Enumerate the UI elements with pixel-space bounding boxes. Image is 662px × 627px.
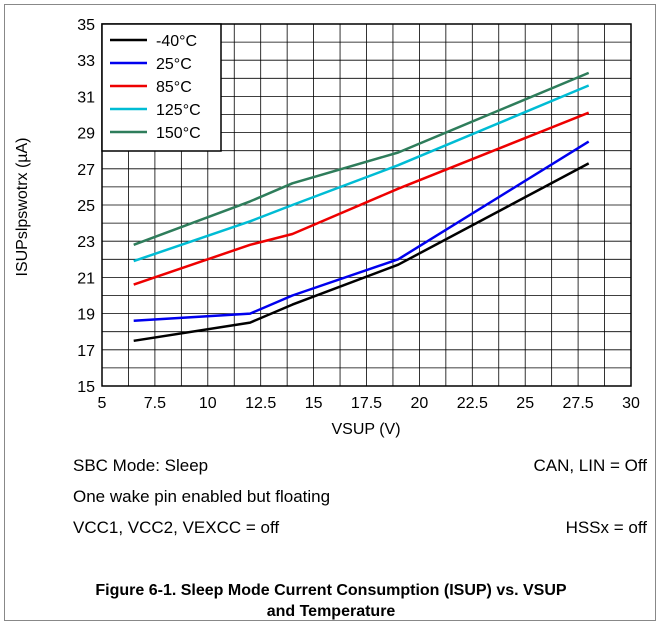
caption-line-1: Figure 6-1. Sleep Mode Current Consumpti… [95,582,567,599]
plot-border [101,23,632,387]
y-tick-label: 17 [77,343,95,360]
legend-box [101,23,222,152]
legend-label: 125°C [156,102,201,119]
x-tick-label: 10 [199,395,217,412]
note-mode: SBC Mode: Sleep [73,456,209,475]
legend-label: -40°C [156,33,197,50]
x-tick-label: 17.5 [351,395,382,412]
series-line [133,162,590,343]
note-wake-pin: One wake pin enabled but floating [73,487,331,506]
x-tick-label: 7.5 [144,395,166,412]
note-hssx: HSSx = off [565,518,647,537]
x-tick-label: 22.5 [457,395,488,412]
legend-label: 150°C [156,125,201,142]
tick-labels: 5 7.5 10 12.5 15 17.5 20 22.5 25 27.5 30 15 17 19 21 23… [77,17,640,412]
x-tick-label: 27.5 [563,395,594,412]
y-axis-label: ISUPslpswotrx (µA) [14,137,31,276]
x-tick-label: 30 [622,395,640,412]
x-tick-label: 25 [516,395,534,412]
x-axis-label: VSUP (V) [331,421,400,438]
series-line [133,71,590,246]
legend-label: 85°C [156,79,192,96]
x-tick-label: 12.5 [245,395,276,412]
line-chart: 5 7.5 10 12.5 15 17.5 20 22.5 25 27.5 30 15 17 19 21 23… [14,17,640,438]
caption-line-2: and Temperature [266,603,396,620]
note-can-lin: CAN, LIN = Off [533,456,647,475]
y-tick-label: 19 [77,307,95,324]
y-tick-label: 35 [77,17,95,34]
legend-label: 25°C [156,56,192,73]
y-tick-label: 23 [77,234,95,251]
y-tick-label: 21 [77,270,95,287]
y-tick-label: 27 [77,162,95,179]
y-tick-label: 31 [77,89,95,106]
axes [101,23,632,387]
figure-caption: Figure 6-1. Sleep Mode Current Consumpti… [0,580,662,622]
series-line [133,111,590,286]
note-vcc: VCC1, VCC2, VEXCC = off [73,518,280,537]
series-line [133,140,590,323]
y-tick-label: 29 [77,126,95,143]
y-tick-label: 33 [77,53,95,70]
series-lines [133,71,590,343]
x-tick-label: 15 [305,395,323,412]
y-tick-label: 15 [77,379,95,396]
x-tick-label: 20 [411,395,429,412]
series-line [133,84,590,263]
x-tick-label: 5 [98,395,107,412]
y-tick-label: 25 [77,198,95,215]
legend: -40°C 25°C 85°C 125°C 150°C [101,23,222,152]
